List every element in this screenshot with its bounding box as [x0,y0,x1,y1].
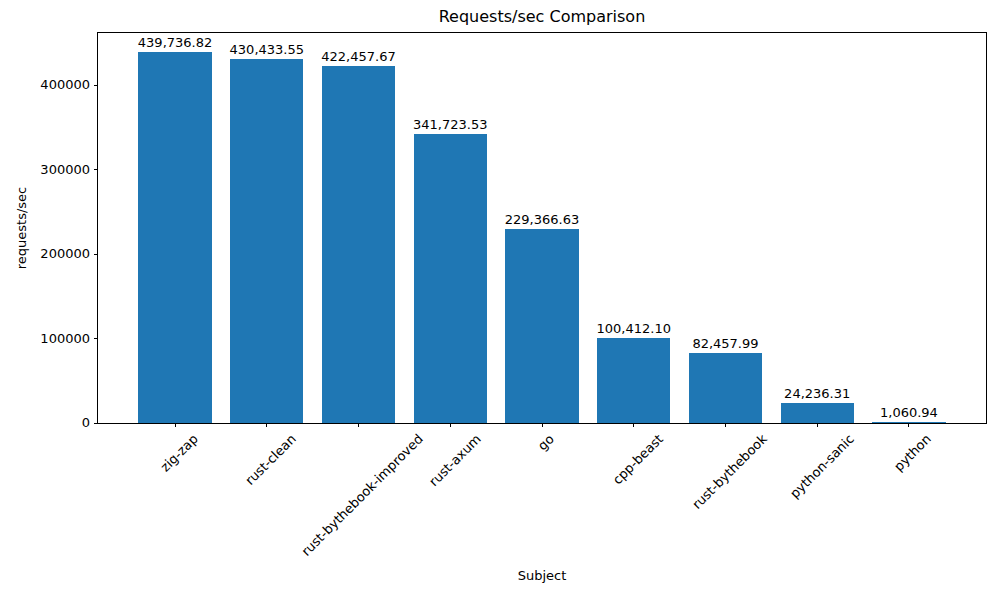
plot-area: 439,736.82 430,433.55 422,457.67 341,723.53… [98,33,986,423]
x-axis-label: Subject [518,568,567,584]
bar [597,338,670,423]
x-tick-label: zig-zap [158,432,200,474]
chart-title: Requests/sec Comparison [439,7,646,26]
bar-value-label: 24,236.31 [784,386,850,401]
bar [138,52,211,423]
y-tick-label: 200000 [20,246,90,262]
x-tick-label: rust-bythebook [690,432,769,511]
y-tick-label: 300000 [20,162,90,178]
bar-value-label: 1,060.94 [880,405,938,420]
bar-value-label: 341,723.53 [413,117,487,132]
y-tick-label: 0 [20,415,90,431]
bar-value-label: 439,736.82 [138,35,212,50]
x-tick-mark [266,423,267,427]
bar-value-label: 422,457.67 [321,49,395,64]
bar-chart-figure: Requests/sec Comparison requests/sec Sub… [0,0,1000,600]
x-tick-mark [358,423,359,427]
x-tick-label: go [536,432,557,453]
x-tick-mark [908,423,909,427]
bar [689,353,762,423]
y-tick-mark [94,338,98,339]
x-tick-mark [817,423,818,427]
x-tick-label: cpp-beast [610,432,665,487]
bar-value-label: 229,366.63 [505,212,579,227]
x-tick-label: python [892,432,933,473]
x-tick-mark [450,423,451,427]
x-tick-mark [542,423,543,427]
y-tick-mark [94,169,98,170]
x-tick-mark [175,423,176,427]
bar [505,229,578,423]
y-tick-mark [94,423,98,424]
bar-value-label: 430,433.55 [230,42,304,57]
bar [781,403,854,423]
bar [322,66,395,423]
x-tick-label: rust-clean [243,432,298,487]
x-tick-mark [633,423,634,427]
bar-value-label: 100,412.10 [597,321,671,336]
y-tick-mark [94,254,98,255]
bar [414,134,487,423]
x-tick-mark [725,423,726,427]
y-tick-label: 400000 [20,77,90,93]
x-tick-label: python-sanic [787,432,856,501]
bar-value-label: 82,457.99 [692,336,758,351]
bar [230,59,303,423]
x-tick-label: rust-axum [426,432,482,488]
y-tick-mark [94,85,98,86]
x-tick-label: rust-bythebook-improved [300,432,426,558]
y-tick-label: 100000 [20,331,90,347]
